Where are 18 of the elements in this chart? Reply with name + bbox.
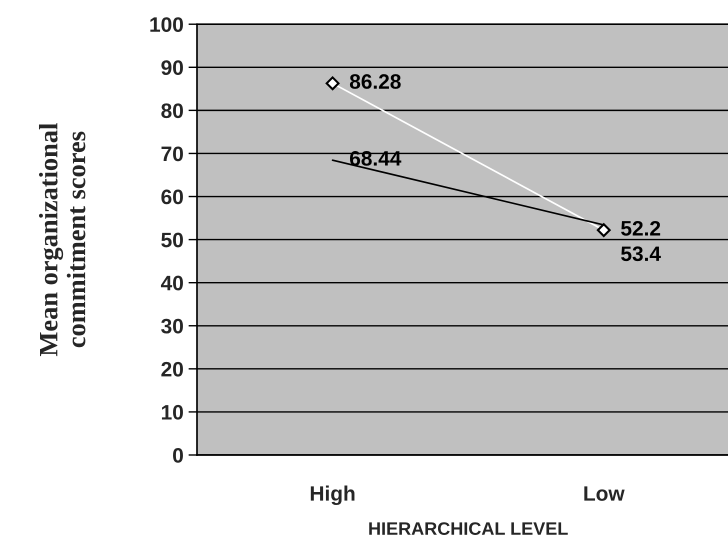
x-tick-label: High: [310, 486, 354, 506]
y-tick-label: 70: [162, 146, 183, 162]
data-label: 52.2: [621, 220, 660, 236]
y-tick-label: 20: [161, 362, 183, 377]
y-tick-label: 50: [161, 232, 183, 248]
y-tick-label: 60: [161, 190, 183, 204]
data-label: 53.4: [621, 246, 661, 262]
y-axis-title: Mean organizational commitment scores: [38, 123, 86, 356]
y-tick-label: 80: [161, 103, 183, 118]
data-label: 86.28: [350, 74, 401, 89]
y-tick-label: 0: [173, 448, 183, 463]
y-tick-label: 90: [161, 60, 183, 76]
x-tick-label: Low: [584, 486, 625, 501]
x-axis-title: HIERARCHICAL LEVEL: [369, 522, 568, 535]
y-tick-label: 10: [162, 404, 183, 420]
y-tick-label: 100: [150, 17, 183, 32]
y-tick-label: 30: [161, 318, 183, 334]
y-tick-label: 40: [160, 276, 183, 290]
